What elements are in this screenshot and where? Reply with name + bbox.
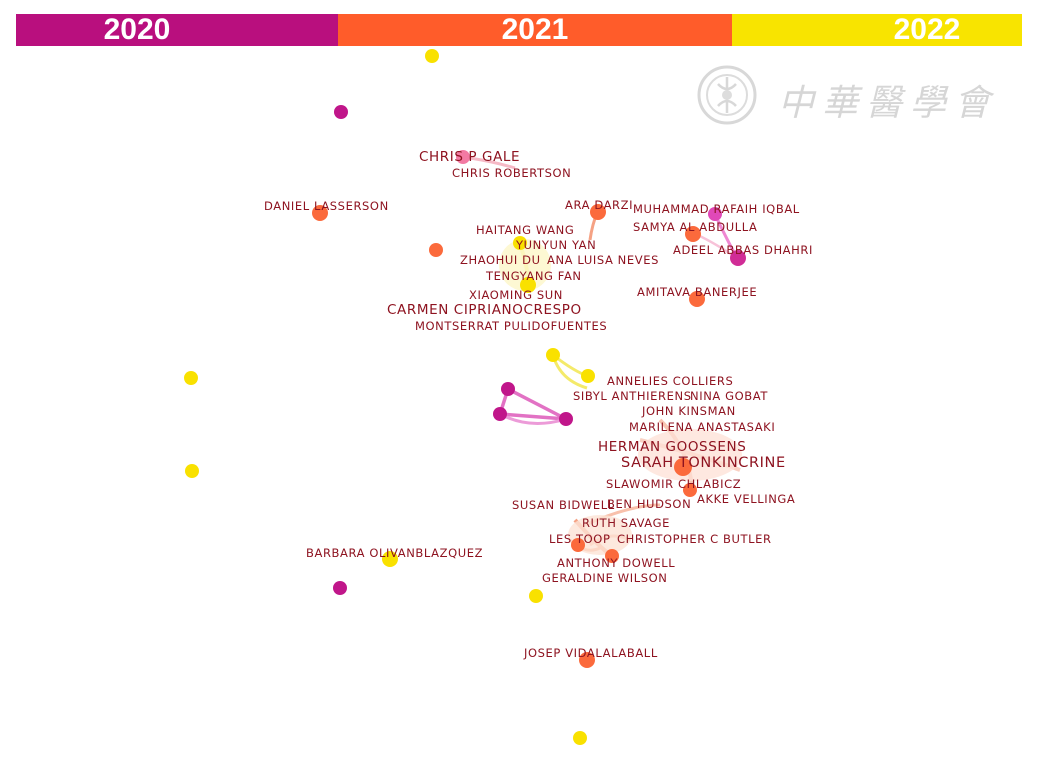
author-label[interactable]: AMITAVA BANERJEE (637, 285, 757, 299)
watermark-text: 中華醫學會 (778, 83, 999, 124)
author-label[interactable]: HERMAN GOOSSENS (598, 439, 746, 455)
author-node[interactable] (456, 150, 470, 164)
author-label[interactable]: MARILENA ANASTASAKI (629, 420, 775, 434)
author-node[interactable] (184, 371, 198, 385)
watermark-logo: 中華醫學會 (696, 64, 996, 128)
network-edge (469, 156, 516, 170)
cluster-highlight (638, 429, 742, 481)
author-label[interactable]: ANA LUISA NEVES (547, 253, 659, 267)
timeline-label-2022: 2022 (893, 13, 961, 46)
network-nodes (184, 49, 746, 745)
author-label[interactable]: XIAOMING SUN (469, 288, 563, 302)
author-node[interactable] (520, 277, 536, 293)
author-label[interactable]: CHRIS ROBERTSON (452, 166, 571, 180)
author-label[interactable]: YUNYUN YAN (515, 238, 596, 252)
author-label[interactable]: NINA GOBAT (690, 389, 768, 403)
timeline-segment-2022: 2022 (732, 14, 1022, 46)
cluster-highlight (499, 239, 551, 291)
author-label[interactable]: TENGYANG FAN (485, 269, 582, 283)
author-label[interactable]: HAITANG WANG (476, 223, 574, 237)
author-node[interactable] (493, 407, 507, 421)
author-node[interactable] (730, 250, 746, 266)
cluster-highlights (499, 239, 742, 555)
author-node[interactable] (579, 652, 595, 668)
author-label[interactable]: ADEEL ABBAS DHAHRI (673, 243, 813, 257)
author-node[interactable] (559, 412, 573, 426)
author-label[interactable]: JOHN KINSMAN (641, 404, 736, 418)
author-label[interactable]: CHRIS P GALE (419, 149, 520, 165)
author-node[interactable] (685, 226, 701, 242)
author-label[interactable]: GERALDINE WILSON (542, 571, 667, 585)
network-edge (497, 386, 567, 421)
author-node[interactable] (312, 205, 328, 221)
author-labels: CHRIS P GALE CHRIS ROBERTSON DANIEL LASS… (264, 149, 813, 660)
author-label[interactable]: ARA DARZI (565, 198, 633, 212)
author-label[interactable]: BEN HUDSON (607, 497, 691, 511)
author-node[interactable] (429, 243, 443, 257)
author-node[interactable] (683, 483, 697, 497)
author-node[interactable] (513, 236, 527, 250)
author-label[interactable]: LES TOOP (549, 532, 611, 546)
author-node[interactable] (674, 458, 692, 476)
author-label[interactable]: ANTHONY DOWELL (557, 556, 675, 570)
timeline-label-2020: 2020 (103, 13, 171, 46)
author-label[interactable]: SLAWOMIR CHLABICZ (606, 477, 741, 491)
author-node[interactable] (571, 538, 585, 552)
author-label[interactable]: SAMYA AL ABDULLA (633, 220, 757, 234)
timeline-label-2021: 2021 (501, 13, 569, 46)
author-label[interactable]: SUSAN BIDWELL (512, 498, 615, 512)
author-label[interactable]: ANNELIES COLLIERS (607, 374, 733, 388)
timeline-segment-2021: 2021 (338, 14, 732, 46)
author-label[interactable]: BARBARA OLIVANBLAZQUEZ (306, 546, 483, 560)
author-label[interactable]: ZHAOHUI DU (460, 253, 541, 267)
author-node[interactable] (581, 369, 595, 383)
author-node[interactable] (425, 49, 439, 63)
author-label[interactable]: AKKE VELLINGA (697, 492, 795, 506)
timeline-bar: 2020 2021 2022 (16, 14, 1022, 46)
author-node[interactable] (605, 549, 619, 563)
author-label[interactable]: DANIEL LASSERSON (264, 199, 389, 213)
author-node[interactable] (708, 207, 722, 221)
author-label[interactable]: SARAH TONKINCRINE (621, 455, 786, 471)
author-label[interactable]: CARMEN CIPRIANOCRESPO (387, 302, 582, 318)
author-label[interactable]: JOSEP VIDALALABALL (523, 646, 658, 660)
author-node[interactable] (333, 581, 347, 595)
author-label[interactable]: MUHAMMAD RAFAIH IQBAL (633, 202, 800, 216)
author-node[interactable] (185, 464, 199, 478)
author-label[interactable]: SIBYL ANTHIERENS (573, 389, 692, 403)
author-node[interactable] (334, 105, 348, 119)
author-node[interactable] (382, 551, 398, 567)
timeline-segment-2020: 2020 (16, 14, 338, 46)
author-node[interactable] (590, 204, 606, 220)
author-node[interactable] (689, 291, 705, 307)
medical-association-seal-icon (697, 65, 757, 125)
author-label[interactable]: CHRISTOPHER C BUTLER (617, 532, 772, 546)
author-node[interactable] (529, 589, 543, 603)
author-label[interactable]: RUTH SAVAGE (582, 516, 670, 530)
author-node[interactable] (501, 382, 515, 396)
author-label[interactable]: MONTSERRAT PULIDOFUENTES (415, 319, 607, 333)
author-node[interactable] (573, 731, 587, 745)
author-node[interactable] (546, 348, 560, 362)
